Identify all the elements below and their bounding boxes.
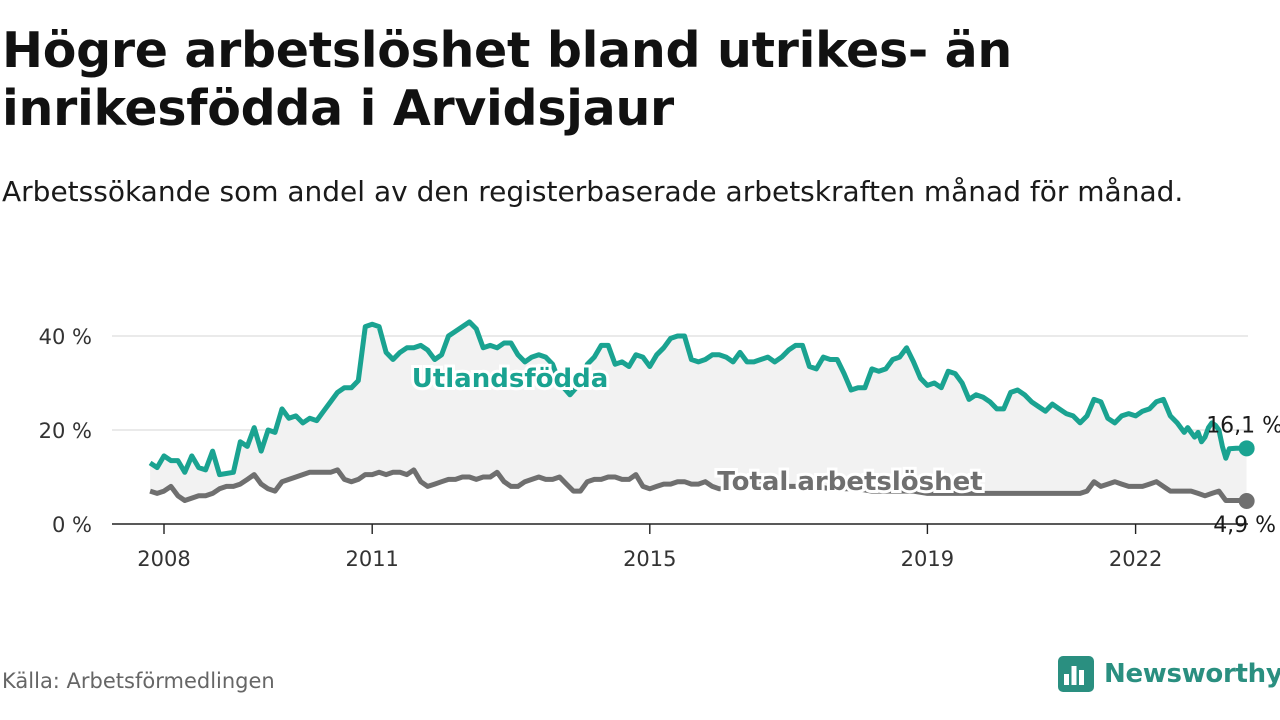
y-tick-label: 40 % [39, 325, 92, 349]
source-note: Källa: Arbetsförmedlingen [2, 669, 275, 693]
end-point-foreign-born [1238, 440, 1255, 457]
y-axis: 0 % 20 % 40 % [39, 325, 92, 537]
newsworthy-icon [1058, 656, 1094, 692]
y-tick-label: 20 % [39, 419, 92, 443]
y-tick-label: 0 % [52, 513, 92, 537]
end-value-total: 4,9 % [1213, 513, 1276, 538]
x-tick-label: 2022 [1109, 547, 1162, 571]
gap-band [150, 321, 1247, 501]
chart-title: Högre arbetslöshet bland utrikes- än inr… [2, 22, 1012, 137]
x-tick-label: 2011 [345, 547, 398, 571]
series-line-foreign-born [148, 319, 1247, 478]
x-tick-label: 2015 [623, 547, 676, 571]
x-tick-label: 2008 [137, 547, 190, 571]
series-label-foreign-born: Utlandsfödda [412, 364, 609, 394]
x-axis: 2008 2011 2015 2019 2022 [137, 524, 1162, 571]
series-label-total: Total arbetslöshet [717, 467, 982, 497]
chart-subtitle: Arbetssökande som andel av den registerb… [2, 175, 1184, 208]
series-line-total [149, 467, 1247, 504]
end-point-total [1238, 492, 1255, 509]
brand-logo[interactable]: Newsworthy [1058, 654, 1280, 694]
brand-name: Newsworthy [1104, 659, 1280, 689]
x-tick-label: 2019 [901, 547, 954, 571]
end-value-foreign-born: 16,1 % [1206, 413, 1280, 438]
